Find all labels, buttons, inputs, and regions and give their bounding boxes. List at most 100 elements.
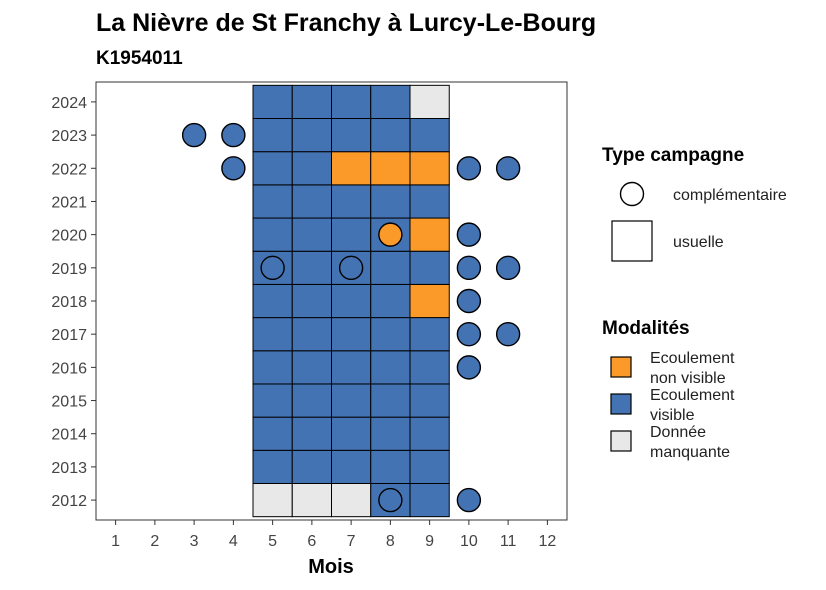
y-tick-label-2022: 2022: [51, 161, 87, 178]
x-tick-label-7: 7: [347, 533, 356, 550]
legend-label-complementaire: complémentaire: [673, 187, 787, 204]
x-tick-label-8: 8: [386, 533, 395, 550]
tile-2022-7: [331, 151, 372, 186]
tile-2022-6: [291, 151, 332, 186]
legend-label-usuelle: usuelle: [673, 234, 724, 251]
tile-2017-6: [291, 317, 332, 352]
chart-title: La Nièvre de St Franchy à Lurcy-Le-Bourg: [96, 9, 596, 37]
y-tick-label-2020: 2020: [51, 228, 87, 245]
tile-2012-9: [409, 483, 450, 518]
tile-2024-5: [252, 84, 293, 120]
tile-2022-5: [252, 151, 293, 186]
tile-2019-9: [409, 250, 450, 285]
axes: 1 2 3 4 5 6 7 8 9 10 11 122012201320142015201620172…: [51, 81, 568, 550]
y-tick-label-2021: 2021: [51, 194, 87, 211]
point-2012-10: [456, 487, 482, 513]
x-tick-label-2: 2: [150, 533, 159, 550]
tile-2023-6: [291, 118, 332, 153]
y-tick-label-2017: 2017: [51, 327, 87, 344]
tile-2014-6: [291, 416, 332, 451]
tile-2017-7: [331, 317, 372, 352]
x-tick-label-3: 3: [190, 533, 199, 550]
y-tick-label-2014: 2014: [51, 427, 87, 444]
point-2018-10: [456, 288, 482, 314]
tile-2015-6: [291, 383, 332, 418]
tile-2016-7: [331, 350, 372, 385]
legend-label-donn-e-manquante: Donnée manquante: [650, 424, 730, 461]
tile-2014-9: [409, 416, 450, 451]
tile-2016-9: [409, 350, 450, 385]
plot-area: [96, 82, 567, 520]
point-2023-3: [181, 122, 207, 148]
point-2019-7: [338, 255, 364, 281]
tile-2021-6: [291, 184, 332, 219]
tile-2014-5: [252, 416, 293, 451]
tile-2012-6: [291, 483, 332, 518]
tile-2021-9: [409, 184, 450, 219]
y-tick-label-2018: 2018: [51, 294, 87, 311]
point-2022-4: [221, 156, 246, 181]
tile-2022-8: [370, 151, 411, 186]
tile-2017-5: [252, 317, 293, 352]
legend-key-usuelle: [611, 220, 653, 262]
tile-2018-6: [291, 283, 332, 319]
point-2012-8: [378, 487, 403, 513]
tile-2023-7: [331, 118, 372, 153]
point-2023-4: [221, 122, 246, 148]
x-tick-label-1: 1: [111, 533, 120, 550]
point-2020-8: [378, 222, 403, 247]
legend-key-ecoulement-visible: [610, 393, 632, 415]
x-axis-title: Mois: [308, 556, 354, 578]
point-2022-10: [456, 156, 482, 181]
tile-2019-6: [291, 250, 332, 285]
y-tick-label-2016: 2016: [51, 360, 87, 377]
tile-2014-8: [370, 416, 411, 451]
point-2019-11: [495, 255, 521, 281]
tile-2020-5: [252, 217, 293, 252]
point-2016-10: [456, 355, 482, 380]
tile-2012-7: [331, 483, 372, 518]
tile-2024-6: [291, 84, 332, 120]
legend-type-title: Type campagne: [602, 145, 744, 166]
tile-2017-9: [409, 317, 450, 352]
point-2019-5: [260, 255, 285, 281]
tile-2023-9: [409, 118, 450, 153]
y-tick-label-2023: 2023: [51, 128, 87, 145]
x-tick-label-10: 10: [460, 533, 478, 550]
y-tick-label-2012: 2012: [51, 493, 87, 510]
legend-key-complementaire: [619, 181, 645, 207]
tile-2020-9: [409, 217, 450, 252]
tile-2020-7: [331, 217, 372, 252]
tile-2013-6: [291, 449, 332, 484]
tile-2018-5: [252, 283, 293, 319]
legend-key-donn-e-manquante: [610, 430, 632, 452]
y-tick-label-2015: 2015: [51, 394, 87, 411]
tile-2013-8: [370, 449, 411, 484]
tile-2020-6: [291, 217, 332, 252]
tile-2013-9: [409, 449, 450, 484]
x-tick-label-12: 12: [538, 533, 556, 550]
tile-2023-8: [370, 118, 411, 153]
y-tick-label-2013: 2013: [51, 460, 87, 477]
tile-2017-8: [370, 317, 411, 352]
tile-2012-5: [252, 483, 293, 518]
point-2019-10: [456, 255, 482, 281]
legend-modalites: Modalités Ecoulement non visibleEcoulemen…: [602, 318, 735, 461]
x-tick-label-9: 9: [425, 533, 434, 550]
x-tick-label-4: 4: [229, 533, 238, 550]
tile-2024-9: [409, 84, 450, 120]
tile-2021-7: [331, 184, 372, 219]
tile-2016-5: [252, 350, 293, 385]
point-2020-10: [456, 222, 482, 247]
legend-key-ecoulement-non-visible: [610, 356, 632, 378]
y-tick-label-2019: 2019: [51, 261, 87, 278]
tile-2023-5: [252, 118, 293, 153]
tile-2014-7: [331, 416, 372, 451]
tile-2019-8: [370, 250, 411, 285]
legend-type-campagne: Type campagne complémentaire usuelle: [602, 145, 787, 262]
chart-subtitle: K1954011: [96, 48, 183, 69]
tile-2022-9: [409, 151, 450, 186]
legend-label-ecoulement-non-visible: Ecoulement non visible: [650, 350, 735, 387]
x-tick-label-5: 5: [268, 533, 277, 550]
